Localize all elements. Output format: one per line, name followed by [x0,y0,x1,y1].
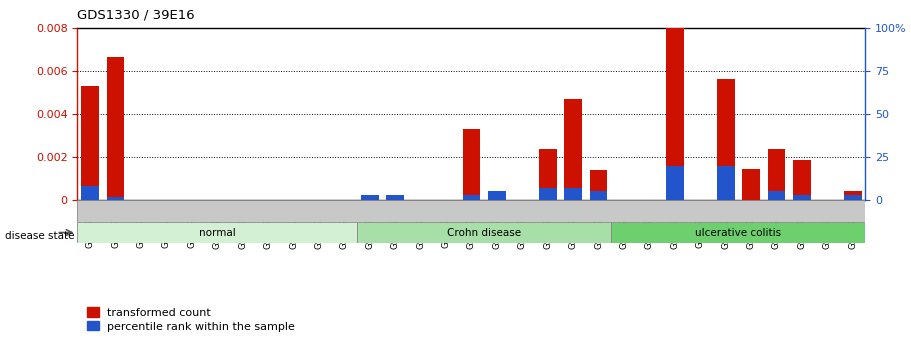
Text: ulcerative colitis: ulcerative colitis [695,228,782,237]
Bar [589,170,608,200]
Bar [564,99,582,200]
Bar [81,86,99,200]
Bar [793,195,811,200]
Bar [844,195,862,200]
Bar [488,191,506,200]
Bar [768,149,785,200]
Bar [538,188,557,200]
Bar [357,222,611,243]
Bar [611,222,865,243]
Bar [768,191,785,200]
Bar [488,195,506,200]
Bar [793,160,811,200]
Bar [742,169,760,200]
Bar [538,149,557,200]
Text: GDS1330 / 39E16: GDS1330 / 39E16 [77,9,195,22]
Bar [717,79,734,200]
Bar [81,186,99,200]
Bar [463,129,480,200]
Bar [717,166,734,200]
Bar [77,222,357,243]
Bar [666,28,683,200]
Bar [589,191,608,200]
Bar [386,195,404,200]
Bar [844,191,862,200]
Legend: transformed count, percentile rank within the sample: transformed count, percentile rank withi… [83,303,300,336]
Text: normal: normal [199,228,236,237]
Bar [666,166,683,200]
Text: Crohn disease: Crohn disease [447,228,521,237]
Bar [361,195,379,200]
Bar [386,197,404,200]
Bar [564,188,582,200]
Text: disease state: disease state [5,231,74,241]
Bar [107,57,125,200]
Bar [107,197,125,200]
Bar [463,195,480,200]
